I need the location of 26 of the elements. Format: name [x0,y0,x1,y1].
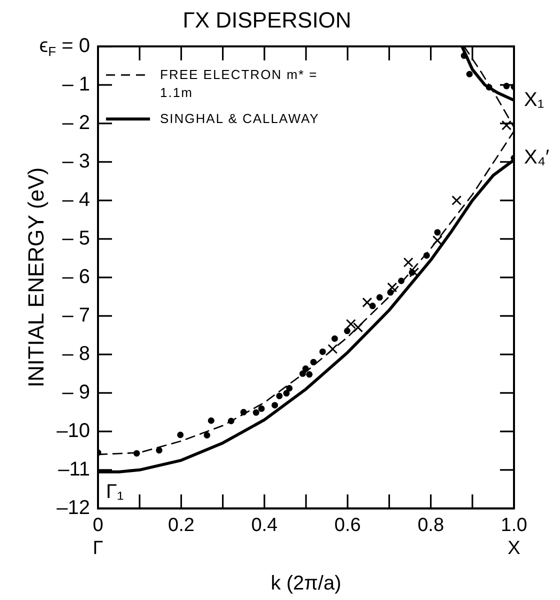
y-tick-label: – 6 [62,266,90,288]
y-tick-label: –10 [56,420,90,442]
y-tick-label: – 9 [62,381,90,404]
x-axis-title: k (2π/a) [270,572,342,595]
y-tick-label: – 5 [62,227,90,250]
x-tick-label: 0 Γ [92,515,104,559]
annotation: X₄′ [524,146,550,169]
x-tick-label: 1.0 X [500,515,528,559]
x-tick-label: 0.4 [251,515,278,536]
y-tick-label: – 4 [62,188,90,211]
x-tick-label: 0.6 [334,515,361,536]
y-tick-label: – 3 [62,150,90,172]
y-tick-label: – 7 [62,304,90,326]
annotation: Γ₁ [106,480,124,503]
y-tick-label: – 1 [62,73,90,96]
y-tick-label: – 8 [62,342,90,365]
y-tick-label: –12 [56,496,90,519]
legend-label: FREE ELECTRON m* = 1.1m [160,66,319,102]
annotation: X₁ [524,88,544,111]
y-axis-title: INITIAL ENERGY (eV) [23,167,48,388]
chart-title: ΓX DISPERSION [182,7,352,32]
legend-label: SINGHAL & CALLAWAY [160,110,320,128]
x-tick-label: 0.2 [168,515,194,536]
y-tick-label: –11 [58,458,90,480]
y-tick-label: – 2 [62,112,90,134]
x-tick-label: 0.8 [418,515,444,536]
